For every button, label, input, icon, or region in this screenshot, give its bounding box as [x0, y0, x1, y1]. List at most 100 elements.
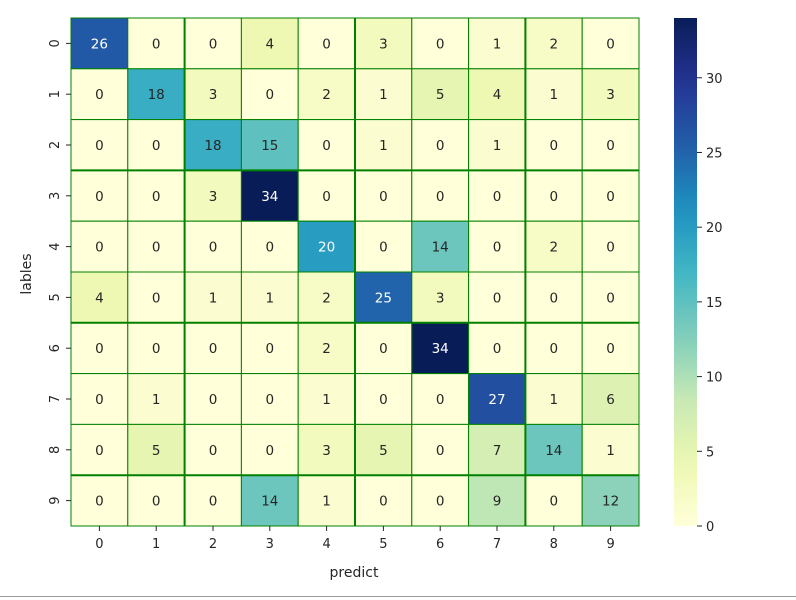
cell-value-label: 0 [606, 36, 615, 52]
heatmap-cells: 26 0 0 4 0 3 0 1 2 00 18 3 0 2 1 5 4 1 30 0 18 15 0 1 0 1 0 00 0 3 34 0… [70, 17, 640, 527]
heatmap-cell [411, 474, 470, 527]
cell-value-label: 18 [148, 87, 165, 103]
cell-value-label: 0 [379, 392, 388, 408]
heatmap-cell [468, 373, 526, 425]
heatmap-cell [411, 373, 470, 425]
heatmap-cell [70, 322, 129, 375]
cell-value-label: 0 [209, 392, 218, 408]
heatmap-cell [70, 17, 129, 70]
cell-value-label: 0 [209, 494, 218, 510]
cell-value-label: 1 [493, 36, 502, 52]
heatmap-cell [581, 169, 640, 222]
heatmap-cell [524, 474, 583, 527]
y-tick-label: 4 [48, 242, 63, 250]
cell-value-label: 0 [266, 240, 275, 256]
cell-value-label: 5 [152, 443, 161, 459]
cell-value-label: 27 [488, 392, 505, 408]
cell-value-label: 5 [379, 443, 388, 459]
y-tick-label: 1 [48, 90, 63, 98]
heatmap-cell [354, 373, 413, 425]
cell-value-label: 6 [606, 392, 615, 408]
heatmap-cell [297, 271, 356, 324]
y-tick-label: 8 [48, 446, 63, 454]
heatmap-cell [468, 68, 526, 121]
cell-value-label: 34 [432, 341, 449, 357]
cell-value-label: 0 [95, 494, 104, 510]
heatmap-cell [411, 423, 470, 476]
cell-value-label: 0 [266, 341, 275, 357]
x-axis-label: predict [330, 565, 379, 581]
cell-value-label: 1 [550, 87, 559, 103]
cell-value-label: 0 [152, 290, 161, 306]
cell-value-label: 0 [322, 189, 331, 205]
cell-value-label: 1 [379, 138, 388, 154]
cell-value-label: 0 [266, 87, 275, 103]
x-axis-ticks: 0 1 2 3 4 5 6 7 8 9 [95, 526, 615, 552]
cell-value-label: 0 [550, 341, 559, 357]
heatmap-cell [581, 17, 640, 70]
heatmap-cell [581, 373, 640, 425]
cell-value-label: 14 [261, 494, 278, 510]
y-tick-label: 3 [48, 192, 63, 200]
cell-value-label: 26 [91, 36, 108, 52]
cell-value-label: 0 [379, 494, 388, 510]
cell-value-label: 1 [493, 138, 502, 154]
cell-value-label: 0 [436, 443, 445, 459]
cell-value-label: 1 [550, 392, 559, 408]
cell-value-label: 3 [209, 87, 218, 103]
cell-value-label: 0 [95, 240, 104, 256]
heatmap-cell [354, 169, 413, 222]
x-tick-label: 2 [209, 537, 217, 552]
heatmap-cell [354, 322, 413, 375]
heatmap-cell [297, 220, 356, 273]
heatmap-cell [127, 68, 186, 121]
cell-value-label: 2 [322, 290, 331, 306]
heatmap-cell [524, 119, 583, 171]
cell-value-label: 20 [318, 240, 335, 256]
cell-value-label: 1 [152, 392, 161, 408]
cell-value-label: 0 [550, 189, 559, 205]
x-tick-label: 7 [493, 537, 501, 552]
heatmap-cell [354, 271, 413, 324]
cell-value-label: 0 [493, 240, 502, 256]
colorbar-tick-label: 0 [706, 520, 714, 535]
heatmap-cell [468, 17, 526, 70]
heatmap-cell [297, 119, 356, 171]
cell-value-label: 0 [493, 290, 502, 306]
colorbar-tick-label: 20 [706, 221, 723, 236]
cell-value-label: 0 [550, 494, 559, 510]
heatmap-cell [354, 474, 413, 527]
cell-value-label: 0 [550, 290, 559, 306]
cell-value-label: 0 [152, 189, 161, 205]
cell-value-label: 0 [606, 290, 615, 306]
cell-value-label: 0 [95, 189, 104, 205]
cell-value-label: 0 [152, 341, 161, 357]
heatmap-cell [581, 220, 640, 273]
y-tick-label: 7 [48, 395, 63, 403]
colorbar-tick-label: 15 [706, 296, 723, 311]
heatmap-cell [184, 119, 242, 171]
heatmap-cell [240, 373, 299, 425]
heatmap-cell [524, 68, 583, 121]
heatmap-cell [524, 271, 583, 324]
cell-value-label: 1 [322, 392, 331, 408]
x-tick-label: 4 [322, 537, 330, 552]
cell-value-label: 14 [545, 443, 562, 459]
heatmap-cell [297, 373, 356, 425]
heatmap-cell [297, 423, 356, 476]
cell-value-label: 0 [209, 341, 218, 357]
x-tick-label: 0 [95, 537, 103, 552]
cell-value-label: 3 [322, 443, 331, 459]
cell-value-label: 0 [606, 189, 615, 205]
cell-value-label: 15 [261, 138, 278, 154]
colorbar-tick-label: 25 [706, 146, 723, 161]
cell-value-label: 0 [152, 240, 161, 256]
heatmap-cell [581, 119, 640, 171]
colorbar-tick-label: 10 [706, 371, 723, 386]
cell-value-label: 0 [266, 392, 275, 408]
colorbar-gradient [674, 18, 697, 526]
cell-value-label: 0 [606, 240, 615, 256]
heatmap-cell [184, 220, 242, 273]
heatmap-cell [524, 423, 583, 476]
